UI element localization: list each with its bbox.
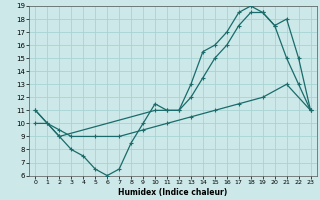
X-axis label: Humidex (Indice chaleur): Humidex (Indice chaleur) — [118, 188, 228, 197]
